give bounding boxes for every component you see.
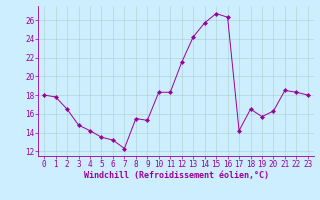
X-axis label: Windchill (Refroidissement éolien,°C): Windchill (Refroidissement éolien,°C) — [84, 171, 268, 180]
